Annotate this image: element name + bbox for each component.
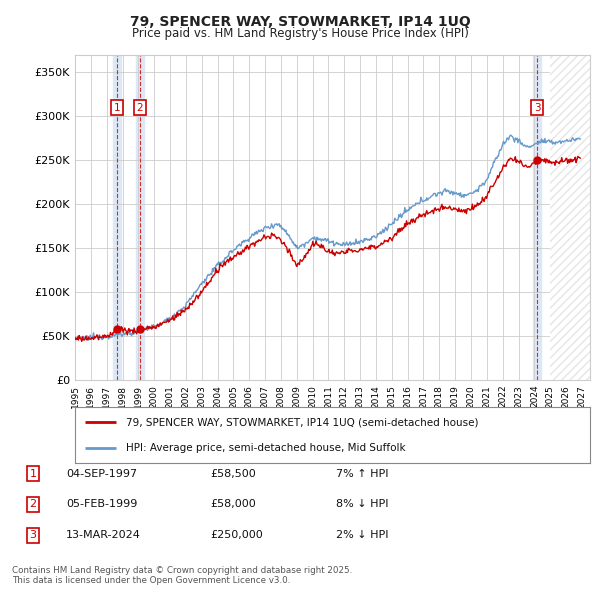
Text: Contains HM Land Registry data © Crown copyright and database right 2025.
This d: Contains HM Land Registry data © Crown c… bbox=[12, 566, 352, 585]
Text: £58,500: £58,500 bbox=[210, 469, 256, 478]
Text: 79, SPENCER WAY, STOWMARKET, IP14 1UQ: 79, SPENCER WAY, STOWMARKET, IP14 1UQ bbox=[130, 15, 470, 29]
Bar bbox=[136, 55, 144, 380]
Text: 7% ↑ HPI: 7% ↑ HPI bbox=[336, 469, 389, 478]
Bar bbox=[113, 55, 121, 380]
Text: 13-MAR-2024: 13-MAR-2024 bbox=[66, 530, 141, 540]
Bar bbox=[550, 55, 590, 380]
Text: 3: 3 bbox=[534, 103, 541, 113]
Bar bbox=[550, 55, 590, 380]
Text: HPI: Average price, semi-detached house, Mid Suffolk: HPI: Average price, semi-detached house,… bbox=[127, 443, 406, 453]
Text: 1: 1 bbox=[29, 469, 37, 478]
Text: 1: 1 bbox=[114, 103, 121, 113]
Text: £58,000: £58,000 bbox=[210, 500, 256, 509]
Text: 8% ↓ HPI: 8% ↓ HPI bbox=[336, 500, 389, 509]
Text: 2: 2 bbox=[29, 500, 37, 509]
Text: 2: 2 bbox=[136, 103, 143, 113]
Bar bbox=[550, 55, 590, 380]
Text: 04-SEP-1997: 04-SEP-1997 bbox=[66, 469, 137, 478]
Text: 3: 3 bbox=[29, 530, 37, 540]
Bar bbox=[533, 55, 541, 380]
Text: 79, SPENCER WAY, STOWMARKET, IP14 1UQ (semi-detached house): 79, SPENCER WAY, STOWMARKET, IP14 1UQ (s… bbox=[127, 417, 479, 427]
Text: 2% ↓ HPI: 2% ↓ HPI bbox=[336, 530, 389, 540]
Text: 05-FEB-1999: 05-FEB-1999 bbox=[66, 500, 137, 509]
Text: £250,000: £250,000 bbox=[210, 530, 263, 540]
Text: Price paid vs. HM Land Registry's House Price Index (HPI): Price paid vs. HM Land Registry's House … bbox=[131, 27, 469, 40]
